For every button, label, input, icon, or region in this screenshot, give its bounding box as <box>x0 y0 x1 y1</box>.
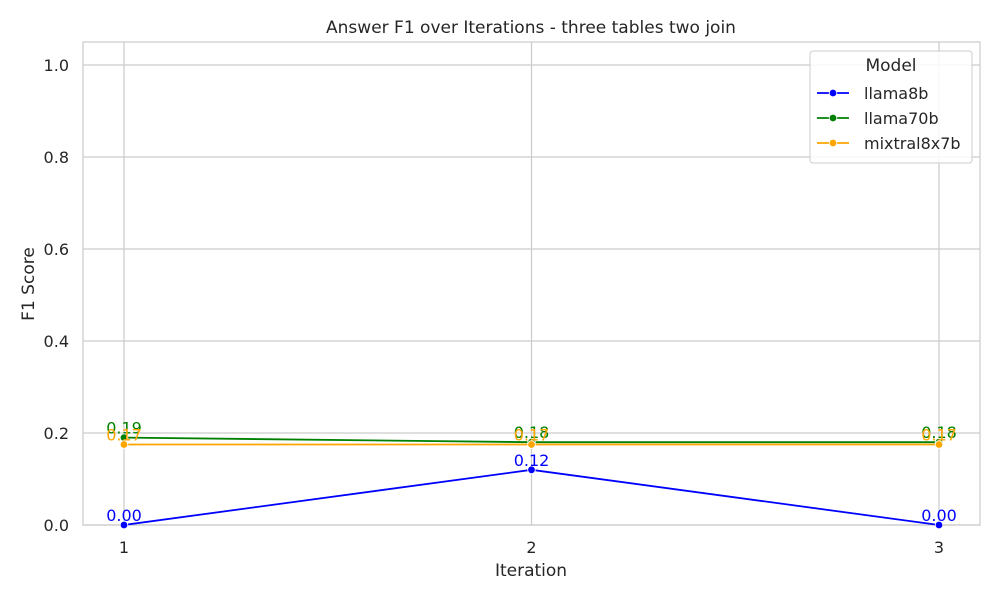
data-label-llama70b: 0.18 <box>514 423 550 442</box>
y-tick-label: 1.0 <box>44 56 69 75</box>
y-tick-label: 0.0 <box>44 516 69 535</box>
legend-marker-llama8b <box>828 88 838 98</box>
y-tick-label: 0.4 <box>44 332 69 351</box>
y-tick-label: 0.6 <box>44 240 69 259</box>
legend-label-llama70b: llama70b <box>864 109 939 128</box>
legend-marker-mixtral8x7b <box>828 138 838 148</box>
legend-label-mixtral8x7b: mixtral8x7b <box>864 134 961 153</box>
x-axis-title: Iteration <box>495 561 567 581</box>
legend-entries: llama8b llama70b mixtral8x7b <box>817 84 961 153</box>
x-tick-label: 3 <box>934 538 944 557</box>
data-label-llama70b: 0.19 <box>106 419 142 438</box>
data-point-llama8b <box>527 465 536 474</box>
y-axis-ticks: 0.0 0.2 0.4 0.6 0.8 1.0 <box>44 56 69 535</box>
x-tick-label: 2 <box>526 538 536 557</box>
legend-marker-llama70b <box>828 113 838 123</box>
chart-title: Answer F1 over Iterations - three tables… <box>326 18 736 38</box>
x-axis-ticks: 1 2 3 <box>119 538 944 557</box>
data-point-llama8b <box>934 520 944 530</box>
series-lines <box>119 433 944 530</box>
legend: Model llama8b llama70b mixtral8x7b <box>809 50 973 164</box>
x-tick-label: 1 <box>119 538 129 557</box>
data-label-llama70b: 0.18 <box>921 423 957 442</box>
data-label-mixtral8x7b: 0.17 <box>921 426 957 445</box>
data-label-mixtral8x7b: 0.17 <box>514 426 550 445</box>
legend-title: Model <box>865 56 916 76</box>
legend-label-llama8b: llama8b <box>864 84 928 103</box>
data-label-llama8b: 0.00 <box>921 506 957 525</box>
data-point-mixtral8x7b <box>119 440 129 449</box>
data-label-llama8b: 0.00 <box>106 506 142 525</box>
data-labels: 0.000.120.000.19 0.18 0.180.17 0.17 0.17 <box>106 419 957 525</box>
data-label-llama8b: 0.12 <box>514 451 550 470</box>
data-point-mixtral8x7b <box>527 440 536 449</box>
data-point-mixtral8x7b <box>934 440 944 449</box>
y-tick-label: 0.2 <box>44 424 69 443</box>
y-tick-label: 0.8 <box>44 148 69 167</box>
legend-box <box>809 50 973 164</box>
data-label-mixtral8x7b: 0.17 <box>106 426 142 445</box>
data-point-llama8b <box>119 520 129 530</box>
y-axis-title: F1 Score <box>19 247 39 321</box>
